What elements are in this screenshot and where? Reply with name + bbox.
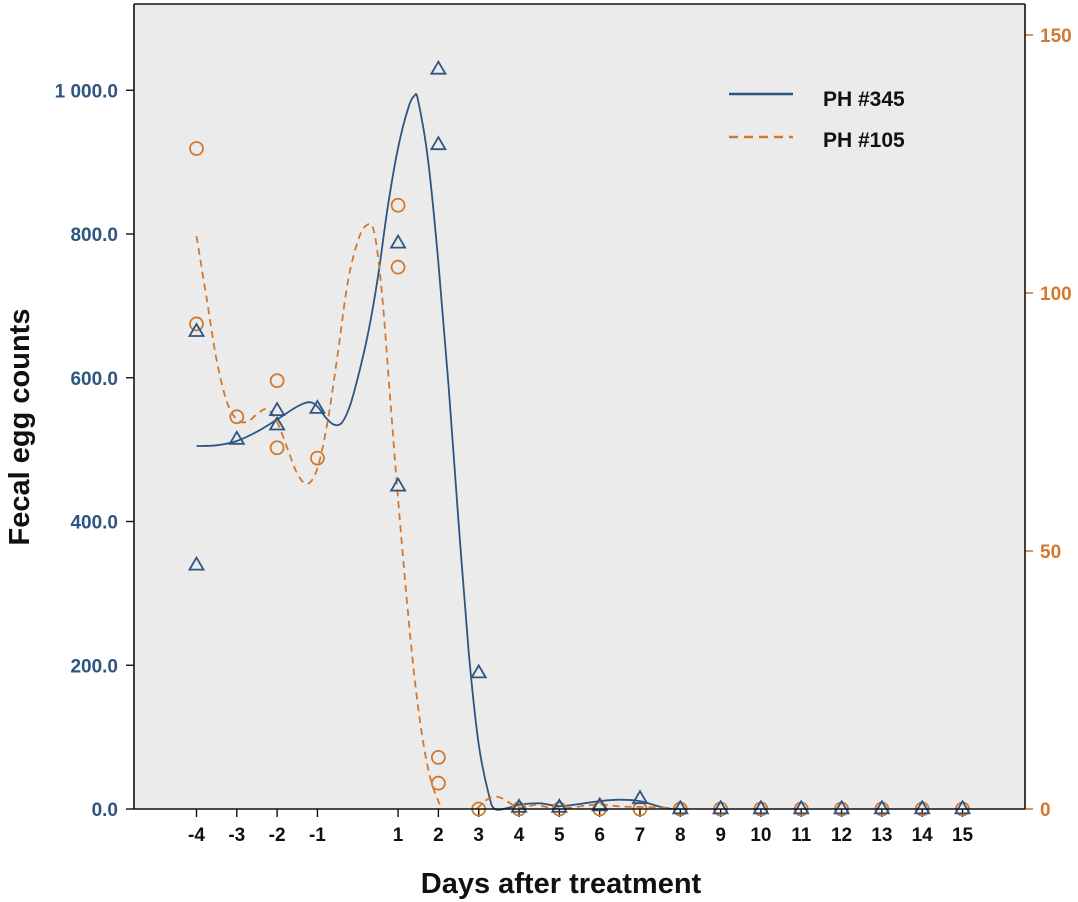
marker-triangle-ph345 bbox=[389, 476, 407, 492]
fit-curve-ph105 bbox=[195, 222, 444, 810]
x-tick-label: -3 bbox=[228, 825, 245, 846]
x-tick-label: -4 bbox=[188, 825, 205, 846]
x-tick-label: -2 bbox=[269, 825, 286, 846]
marker-triangle-ph345 bbox=[792, 799, 810, 815]
x-tick-label: 4 bbox=[514, 825, 525, 846]
right-y-axis: 0 50 100 150 bbox=[1025, 26, 1072, 821]
legend-label-ph105: PH #105 bbox=[823, 129, 905, 152]
x-tick-label: 11 bbox=[791, 825, 812, 846]
marker-triangle-ph345 bbox=[470, 663, 488, 679]
marker-circle-ph105 bbox=[430, 749, 446, 765]
marker-triangle-ph345 bbox=[873, 799, 891, 815]
marker-circle-ph105 bbox=[229, 409, 245, 425]
legend: PH #345 PH #105 bbox=[729, 88, 905, 152]
legend-label-ph345: PH #345 bbox=[823, 88, 905, 111]
fit-curve-ph345 bbox=[196, 93, 673, 811]
marker-triangle-ph345 bbox=[510, 798, 528, 813]
marker-circle-ph105 bbox=[269, 440, 285, 456]
marker-triangle-ph345 bbox=[429, 59, 447, 75]
x-tick-label: 8 bbox=[675, 825, 686, 846]
marker-triangle-ph345 bbox=[228, 430, 246, 445]
x-tick-label: 1 bbox=[393, 825, 404, 846]
left-y-tick-label: 0.0 bbox=[92, 800, 118, 821]
marker-circle-ph105 bbox=[390, 197, 406, 213]
plot-area bbox=[134, 4, 1025, 809]
x-tick-label: 15 bbox=[952, 825, 974, 846]
marker-circle-ph105 bbox=[390, 259, 406, 275]
right-y-tick-label: 100 bbox=[1040, 284, 1072, 305]
left-y-axis: 0.0 200.0 400.0 600.0 800.0 1 000.0 bbox=[55, 81, 134, 821]
left-y-tick-label: 600.0 bbox=[70, 369, 118, 390]
marker-triangle-ph345 bbox=[308, 399, 326, 414]
marker-triangle-ph345 bbox=[631, 789, 649, 805]
fit-curve-ph105-tail bbox=[476, 795, 681, 810]
fit-curves bbox=[195, 93, 681, 811]
right-y-tick-label: 50 bbox=[1040, 542, 1061, 563]
y-axis-title: Fecal egg counts bbox=[4, 309, 36, 546]
marker-circle-ph105 bbox=[430, 775, 446, 791]
x-tick-label: 5 bbox=[554, 825, 565, 846]
x-tick-label: 3 bbox=[473, 825, 484, 846]
left-y-tick-label: 400.0 bbox=[70, 513, 118, 534]
marker-triangle-ph345 bbox=[833, 799, 851, 815]
marker-triangle-ph345 bbox=[429, 135, 447, 151]
marker-triangle-ph345 bbox=[671, 799, 689, 815]
marker-triangle-ph345 bbox=[268, 401, 286, 417]
x-axis-tick-labels: -4 -3 -2 -1 1 2 3 4 5 6 7 8 9 10 11 12 13 14 15 bbox=[188, 825, 973, 846]
left-y-tick-label: 800.0 bbox=[70, 225, 118, 246]
marker-circle-ph105 bbox=[269, 373, 285, 389]
marker-circle-ph105 bbox=[310, 450, 325, 466]
x-tick-label: 12 bbox=[831, 825, 852, 846]
marker-triangle-ph345 bbox=[913, 799, 931, 815]
marker-triangle-ph345 bbox=[712, 799, 730, 815]
marker-triangle-ph345 bbox=[187, 555, 206, 571]
marker-triangle-ph345 bbox=[550, 798, 568, 813]
right-y-tick-label: 150 bbox=[1040, 26, 1072, 47]
x-tick-label: -1 bbox=[309, 825, 326, 846]
x-tick-label: 7 bbox=[635, 825, 646, 846]
x-tick-label: 14 bbox=[912, 825, 934, 846]
x-tick-label: 9 bbox=[715, 825, 726, 846]
left-y-tick-label: 1 000.0 bbox=[55, 81, 118, 102]
marker-triangle-ph345 bbox=[389, 233, 407, 249]
marker-triangle-ph345 bbox=[953, 799, 972, 815]
marker-circle-ph105 bbox=[189, 141, 204, 156]
marker-triangle-ph345 bbox=[187, 322, 206, 337]
marker-triangle-ph345 bbox=[591, 796, 609, 812]
x-tick-label: 10 bbox=[750, 825, 771, 846]
right-y-tick-label: 0 bbox=[1040, 800, 1051, 821]
left-y-tick-label: 200.0 bbox=[70, 656, 118, 677]
marker-triangle-ph345 bbox=[268, 415, 286, 431]
x-tick-label: 2 bbox=[433, 825, 444, 846]
x-tick-label: 13 bbox=[871, 825, 892, 846]
x-axis-title: Days after treatment bbox=[421, 868, 702, 900]
marker-triangle-ph345 bbox=[752, 799, 770, 815]
plot-frame bbox=[133, 3, 1026, 810]
x-tick-label: 6 bbox=[594, 825, 605, 846]
marker-circle-ph105 bbox=[189, 316, 204, 332]
